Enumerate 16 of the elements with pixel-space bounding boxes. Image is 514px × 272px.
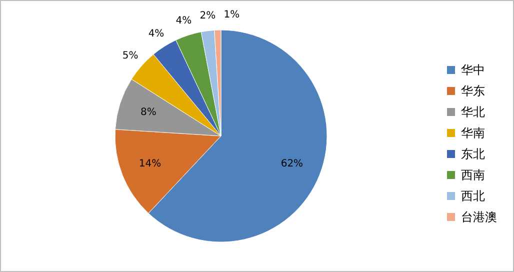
legend-label: 台港澳 — [461, 210, 497, 224]
legend-label: 华中 — [461, 63, 485, 77]
legend-label: 东北 — [461, 147, 485, 161]
legend-label: 华东 — [461, 84, 485, 98]
data-label: 14% — [138, 158, 162, 170]
data-label: 1% — [224, 10, 240, 21]
data-label: 4% — [176, 16, 192, 27]
legend-label: 华北 — [461, 105, 485, 119]
data-label: 5% — [122, 50, 138, 62]
legend-label: 西南 — [461, 168, 485, 182]
data-label: 62% — [280, 158, 304, 170]
data-label: 8% — [140, 106, 156, 118]
legend-label: 华南 — [461, 126, 485, 140]
data-label: 2% — [200, 10, 216, 22]
legend-label: 西北 — [461, 189, 485, 203]
data-label: 4% — [148, 28, 164, 40]
